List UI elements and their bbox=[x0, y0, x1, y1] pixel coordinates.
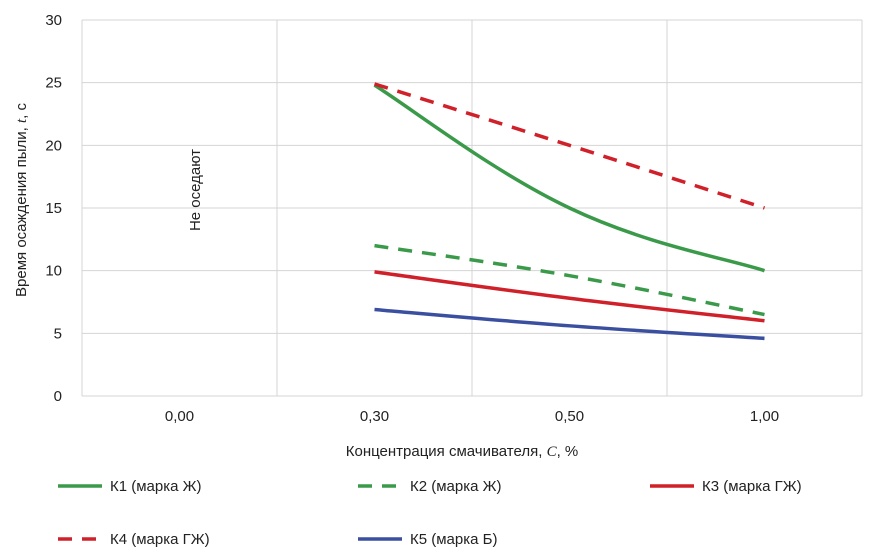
y-axis-title: Время осаждения пыли, t, с bbox=[13, 103, 30, 297]
y-tick-label: 5 bbox=[54, 325, 62, 342]
legend-item-2: К2 (марка Ж) bbox=[358, 478, 502, 495]
y-tick-label: 0 bbox=[54, 388, 62, 405]
x-axis-title: Концентрация смачивателя, C, % bbox=[346, 443, 579, 460]
y-tick-label: 10 bbox=[45, 263, 62, 280]
legend-label: К4 (марка ГЖ) bbox=[110, 531, 210, 548]
annotation-not-settling: Не оседают bbox=[187, 149, 204, 231]
series-lines bbox=[373, 82, 766, 341]
x-tick-label: 0,30 bbox=[360, 408, 389, 425]
series-line-1 bbox=[373, 83, 766, 273]
legend: К1 (марка Ж) К2 (марка Ж) К3 (марка ГЖ) К4 … bbox=[58, 478, 802, 548]
y-axis-ticks: 0 5 10 15 20 25 30 bbox=[45, 12, 62, 405]
legend-label: К2 (марка Ж) bbox=[410, 478, 502, 495]
series-line-2 bbox=[374, 243, 765, 317]
legend-item-1: К1 (марка Ж) bbox=[58, 478, 202, 495]
y-tick-label: 25 bbox=[45, 75, 62, 92]
legend-item-5: К5 (марка Б) bbox=[358, 531, 497, 548]
x-tick-label: 0,50 bbox=[555, 408, 584, 425]
x-axis-ticks: 0,00 0,30 0,50 1,00 bbox=[165, 408, 779, 425]
y-tick-label: 30 bbox=[45, 12, 62, 29]
grid-lines bbox=[81, 19, 863, 397]
series-line-4 bbox=[373, 82, 766, 210]
legend-item-4: К4 (марка ГЖ) bbox=[58, 531, 210, 548]
legend-item-3: К3 (марка ГЖ) bbox=[650, 478, 802, 495]
y-tick-label: 15 bbox=[45, 200, 62, 217]
legend-label: К3 (марка ГЖ) bbox=[702, 478, 802, 495]
x-tick-label: 0,00 bbox=[165, 408, 194, 425]
legend-label: К5 (марка Б) bbox=[410, 531, 497, 548]
series-line-5 bbox=[374, 307, 765, 341]
x-tick-label: 1,00 bbox=[750, 408, 779, 425]
y-tick-label: 20 bbox=[45, 137, 62, 154]
legend-label: К1 (марка Ж) bbox=[110, 478, 202, 495]
series-line-3 bbox=[374, 270, 765, 323]
